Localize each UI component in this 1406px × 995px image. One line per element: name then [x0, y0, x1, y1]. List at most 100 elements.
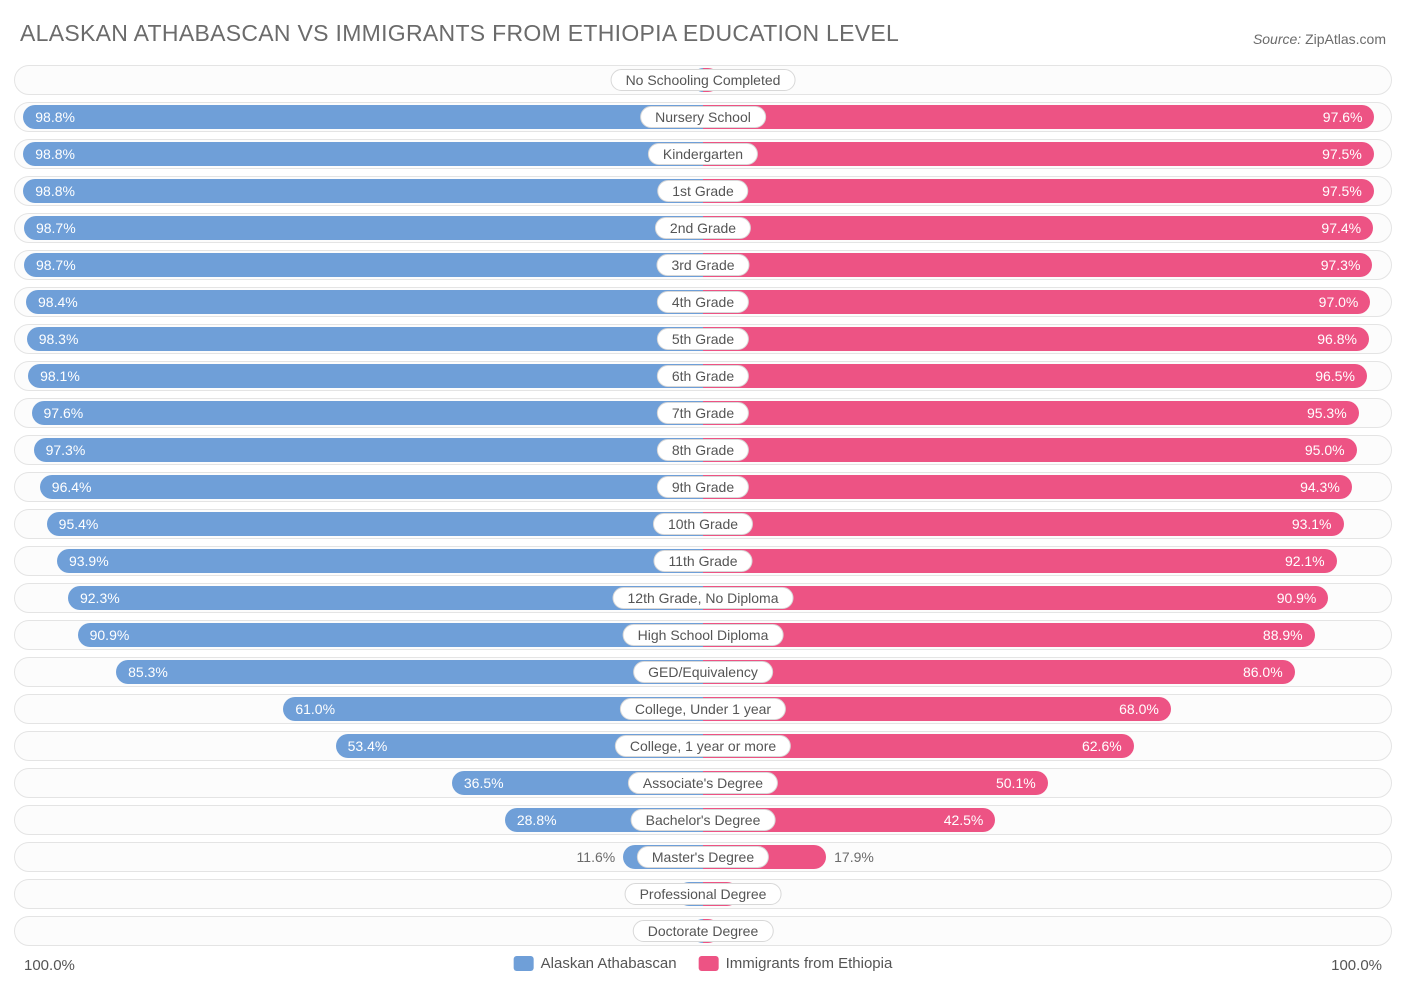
category-label: 12th Grade, No Diploma — [613, 587, 794, 609]
category-label: Bachelor's Degree — [631, 809, 776, 831]
value-left: 97.3% — [46, 438, 86, 462]
category-label: 8th Grade — [657, 439, 749, 461]
bar-right: 97.6% — [703, 105, 1374, 129]
bar-right: 95.0% — [703, 438, 1357, 462]
bar-left: 95.4% — [47, 512, 703, 536]
bar-right: 97.3% — [703, 253, 1372, 277]
bar-left: 90.9% — [78, 623, 703, 647]
bar-left: 96.4% — [40, 475, 703, 499]
chart-row: 97.6% 95.3% 7th Grade — [14, 398, 1392, 428]
bar-left: 98.7% — [24, 253, 703, 277]
bar-left: 98.1% — [28, 364, 703, 388]
value-left: 98.7% — [36, 253, 76, 277]
bar-right: 90.9% — [703, 586, 1328, 610]
category-label: Doctorate Degree — [633, 920, 774, 942]
value-right: 62.6% — [1082, 734, 1122, 758]
bar-left: 98.8% — [23, 179, 703, 203]
value-right: 90.9% — [1277, 586, 1317, 610]
category-label: 6th Grade — [657, 365, 749, 387]
category-label: College, 1 year or more — [615, 735, 791, 757]
value-left: 96.4% — [52, 475, 92, 499]
bar-right: 97.5% — [703, 179, 1374, 203]
bar-left: 98.3% — [27, 327, 703, 351]
chart-row: 95.4%93.1%10th Grade — [14, 509, 1392, 539]
bar-left: 98.7% — [24, 216, 703, 240]
bar-right: 97.5% — [703, 142, 1374, 166]
category-label: 4th Grade — [657, 291, 749, 313]
value-left: 98.8% — [35, 179, 75, 203]
legend-label-right: Immigrants from Ethiopia — [726, 955, 893, 972]
value-left: 98.8% — [35, 105, 75, 129]
category-label: 1st Grade — [657, 180, 748, 202]
bar-right: 94.3% — [703, 475, 1352, 499]
chart-title: ALASKAN ATHABASCAN VS IMMIGRANTS FROM ET… — [20, 20, 899, 47]
bar-right: 86.0% — [703, 660, 1295, 684]
value-left: 97.6% — [44, 401, 84, 425]
value-right: 97.5% — [1322, 142, 1362, 166]
bar-right: 88.9% — [703, 623, 1315, 647]
value-left: 61.0% — [295, 697, 335, 721]
axis-right-label: 100.0% — [1331, 957, 1382, 974]
value-right: 95.3% — [1307, 401, 1347, 425]
value-right: 92.1% — [1285, 549, 1325, 573]
chart-row: 11.6%17.9%Master's Degree — [14, 842, 1392, 872]
chart-row: 1.5%2.5%No Schooling Completed — [14, 65, 1392, 95]
value-left: 28.8% — [517, 808, 557, 832]
value-left: 98.7% — [36, 216, 76, 240]
legend: Alaskan Athabascan Immigrants from Ethio… — [514, 955, 893, 972]
category-label: 11th Grade — [653, 550, 752, 572]
value-left: 95.4% — [59, 512, 99, 536]
axis-left-label: 100.0% — [24, 957, 75, 974]
value-left: 11.6% — [577, 843, 616, 871]
value-left: 92.3% — [80, 586, 120, 610]
value-right: 94.3% — [1300, 475, 1340, 499]
bar-left: 85.3% — [116, 660, 703, 684]
value-left: 98.1% — [40, 364, 80, 388]
chart-row: 53.4% 62.6% College, 1 year or more — [14, 731, 1392, 761]
value-right: 68.0% — [1119, 697, 1159, 721]
bar-right: 96.5% — [703, 364, 1367, 388]
chart-row: 90.9%88.9%High School Diploma — [14, 620, 1392, 650]
source-label: Source: — [1253, 31, 1301, 47]
value-right: 88.9% — [1263, 623, 1303, 647]
value-left: 98.3% — [39, 327, 79, 351]
diverging-bar-chart: 1.5%2.5%No Schooling Completed98.8%97.6%… — [14, 65, 1392, 946]
category-label: Associate's Degree — [628, 772, 778, 794]
category-label: No Schooling Completed — [611, 69, 796, 91]
value-right: 42.5% — [944, 808, 984, 832]
value-right: 97.0% — [1319, 290, 1359, 314]
value-right: 86.0% — [1243, 660, 1283, 684]
chart-row: 98.7%97.4%2nd Grade — [14, 213, 1392, 243]
legend-swatch-right — [699, 956, 719, 971]
bar-left: 98.4% — [26, 290, 703, 314]
source: Source: ZipAtlas.com — [1253, 31, 1386, 47]
bar-left: 93.9% — [57, 549, 703, 573]
category-label: 3rd Grade — [656, 254, 749, 276]
bar-left: 98.8% — [23, 142, 703, 166]
source-name: ZipAtlas.com — [1305, 31, 1386, 47]
value-left: 90.9% — [90, 623, 130, 647]
category-label: 7th Grade — [657, 402, 749, 424]
chart-row: 98.8% 97.5%1st Grade — [14, 176, 1392, 206]
value-right: 96.8% — [1317, 327, 1357, 351]
chart-row: 93.9% 92.1% 11th Grade — [14, 546, 1392, 576]
legend-swatch-left — [514, 956, 534, 971]
value-left: 85.3% — [128, 660, 168, 684]
category-label: Kindergarten — [648, 143, 758, 165]
value-left: 98.4% — [38, 290, 78, 314]
bar-right: 93.1% — [703, 512, 1344, 536]
chart-row: 3.8%5.3%Professional Degree — [14, 879, 1392, 909]
bar-right: 96.8% — [703, 327, 1369, 351]
bar-left: 97.3% — [34, 438, 703, 462]
value-right: 50.1% — [996, 771, 1036, 795]
chart-row: 98.1% 96.5%6th Grade — [14, 361, 1392, 391]
category-label: 9th Grade — [657, 476, 749, 498]
legend-label-left: Alaskan Athabascan — [541, 955, 677, 972]
value-left: 53.4% — [348, 734, 388, 758]
chart-row: 98.7% 97.3%3rd Grade — [14, 250, 1392, 280]
chart-row: 28.8% 42.5% Bachelor's Degree — [14, 805, 1392, 835]
bar-right: 97.4% — [703, 216, 1373, 240]
value-right: 93.1% — [1292, 512, 1332, 536]
bar-left: 97.6% — [32, 401, 703, 425]
value-left: 93.9% — [69, 549, 109, 573]
